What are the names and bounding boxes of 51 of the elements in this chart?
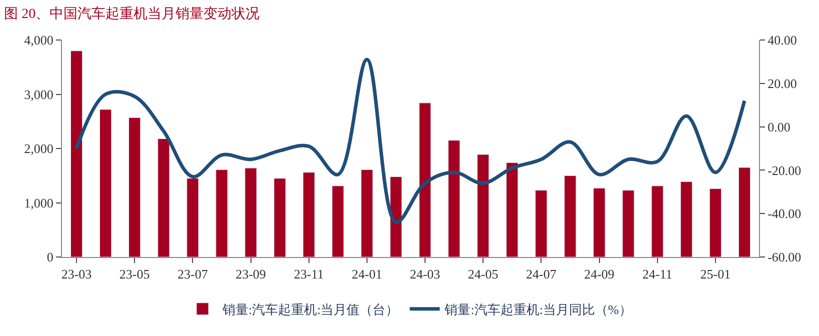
line-series: [74, 58, 746, 224]
bar: [158, 138, 170, 257]
bar: [332, 186, 344, 257]
y2-tick-label: 0.00: [768, 119, 790, 134]
bar: [477, 154, 490, 257]
bar: [593, 188, 606, 257]
bar: [622, 190, 634, 257]
y2-tick-label: 40.00: [768, 32, 797, 48]
bar: [70, 50, 83, 257]
bar: [535, 190, 548, 257]
bar: [302, 172, 315, 257]
y-tick-label: 2,000: [24, 141, 54, 156]
bar: [680, 181, 692, 257]
x-tick-label: 24-07: [526, 266, 557, 282]
y2-tick-label: -40.00: [768, 206, 802, 222]
bar: [128, 117, 141, 257]
bar: [448, 140, 460, 257]
bar: [738, 167, 751, 257]
legend-label: 销量:汽车起重机:当月值（台）: [222, 302, 399, 317]
bar: [506, 162, 518, 257]
bar: [390, 176, 402, 257]
bar: [709, 188, 722, 257]
y2-tick-label: -20.00: [768, 162, 802, 178]
legend-label: 销量:汽车起重机:当月同比（%）: [444, 302, 632, 317]
x-tick-label: 24-09: [584, 266, 614, 282]
y-tick-label: 3,000: [24, 86, 54, 102]
bar: [216, 169, 228, 257]
x-tick-label: 23-03: [61, 266, 92, 282]
x-tick-label: 25-01: [700, 266, 731, 282]
bar: [100, 109, 112, 257]
bar: [274, 178, 286, 257]
bar: [360, 169, 373, 257]
x-tick-label: 24-11: [642, 266, 672, 282]
y-tick-label: 4,000: [24, 32, 54, 48]
chart-title: 图 20、中国汽车起重机当月销量变动状况: [4, 6, 260, 22]
y-tick-label: 1,000: [24, 195, 54, 210]
bar: [418, 102, 432, 257]
y-tick-label: 0: [46, 250, 54, 265]
x-tick-label: 23-11: [294, 266, 324, 282]
y2-tick-label: 20.00: [768, 76, 797, 91]
x-tick-label: 23-07: [178, 266, 208, 282]
x-tick-label: 24-05: [468, 266, 498, 282]
x-tick-label: 23-09: [236, 266, 266, 282]
x-tick-label: 24-01: [352, 266, 382, 282]
x-tick-label: 24-03: [410, 266, 440, 282]
bar: [186, 178, 199, 257]
bar: [651, 186, 664, 257]
bar: [564, 175, 576, 257]
bar: [244, 168, 257, 257]
y2-tick-label: -60.00: [768, 250, 802, 265]
x-tick-label: 23-05: [119, 266, 150, 282]
